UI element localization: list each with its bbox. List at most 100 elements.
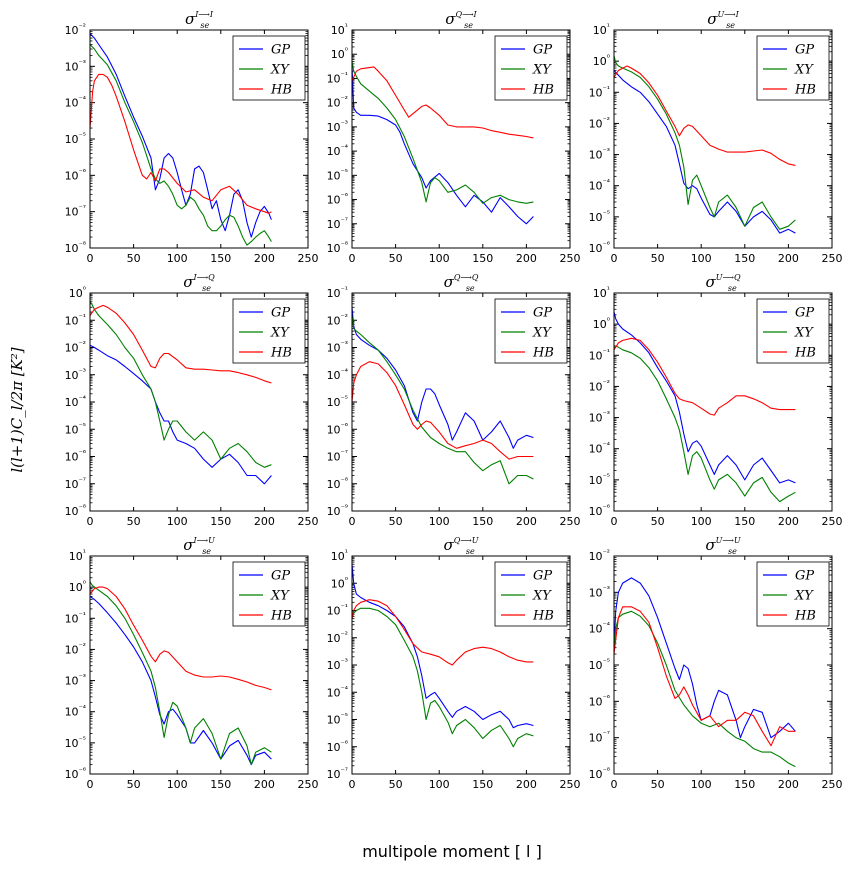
x-tick-label: 100 bbox=[429, 252, 450, 265]
y-tick-label: 10⁻² bbox=[65, 340, 86, 355]
series-line-xy bbox=[614, 345, 796, 503]
legend-label: GP bbox=[533, 43, 552, 58]
x-tick-label: 50 bbox=[127, 778, 141, 791]
x-tick-label: 0 bbox=[349, 515, 356, 528]
plot-frame bbox=[351, 29, 571, 249]
x-tick-label: 50 bbox=[127, 252, 141, 265]
y-tick-label: 10⁻⁴ bbox=[327, 684, 348, 699]
y-tick-label: 10⁻² bbox=[327, 312, 348, 327]
series-line-gp bbox=[614, 577, 796, 739]
y-tick-label: 10¹ bbox=[331, 548, 348, 563]
subplot-title: σI⟶U se bbox=[183, 536, 215, 556]
subplot-title: σI⟶I se bbox=[185, 10, 214, 30]
series-line-gp bbox=[614, 70, 796, 234]
y-tick-label: 10⁻¹ bbox=[589, 84, 610, 99]
y-tick-label: 10⁻⁹ bbox=[327, 503, 348, 518]
plot-frame bbox=[613, 555, 833, 775]
x-tick-label: 100 bbox=[167, 252, 188, 265]
y-tick-label: 10⁰ bbox=[593, 53, 610, 68]
y-tick-label: 10⁻² bbox=[65, 641, 86, 656]
y-tick-label: 10⁻² bbox=[589, 115, 610, 130]
y-tick-label: 10¹ bbox=[593, 285, 610, 300]
x-tick-label: 0 bbox=[349, 778, 356, 791]
y-tick-label: 10⁻⁴ bbox=[65, 95, 86, 110]
subplot-q-u: σQ⟶U se 0 50 100 150 200 250 10⁻⁷ 10⁻⁶ 10⁻⁵ 10⁻⁴ 10⁻… bbox=[327, 536, 581, 791]
legend-label: GP bbox=[533, 569, 552, 584]
legend: GP XY HB bbox=[494, 561, 568, 627]
legend-label: HB bbox=[270, 346, 292, 361]
y-tick-label: 10⁻⁶ bbox=[65, 449, 86, 464]
series-line-hb bbox=[90, 73, 272, 214]
subplot-i-q: σI⟶Q se 0 50 100 150 200 250 10⁻⁸ 10⁻⁷ 10⁻⁶ 10⁻⁵ 10⁻… bbox=[65, 273, 319, 528]
y-tick-label: 10⁻⁶ bbox=[65, 766, 86, 781]
figure-xlabel: multipole moment [ l ] bbox=[362, 842, 542, 861]
y-tick-label: 10⁻⁷ bbox=[327, 449, 348, 464]
x-tick-label: 150 bbox=[734, 515, 755, 528]
x-tick-label: 250 bbox=[822, 252, 843, 265]
y-tick-label: 10⁻⁴ bbox=[65, 394, 86, 409]
y-tick-label: 10⁻⁸ bbox=[327, 476, 348, 491]
x-tick-label: 0 bbox=[87, 252, 94, 265]
y-tick-label: 10¹ bbox=[593, 22, 610, 37]
x-tick-label: 150 bbox=[472, 515, 493, 528]
x-tick-label: 100 bbox=[691, 778, 712, 791]
subplot-u-q: σU⟶Q se 0 50 100 150 200 250 10⁻⁶ 10⁻⁵ 10⁻⁴ 10⁻³ 10⁻… bbox=[589, 273, 843, 528]
y-tick-label: 10⁻⁷ bbox=[65, 204, 86, 219]
y-tick-label: 10⁻⁷ bbox=[589, 730, 610, 745]
legend-label: HB bbox=[794, 609, 816, 624]
x-tick-label: 250 bbox=[560, 252, 581, 265]
subplot-title: σQ⟶I se bbox=[445, 10, 477, 30]
legend-label: GP bbox=[533, 306, 552, 321]
subplot-title: σU⟶I se bbox=[707, 10, 739, 30]
series-line-gp bbox=[352, 66, 534, 225]
y-tick-label: 10⁻² bbox=[65, 22, 86, 37]
legend-label: GP bbox=[795, 306, 814, 321]
x-tick-label: 0 bbox=[87, 778, 94, 791]
y-tick-label: 10⁻³ bbox=[589, 147, 610, 162]
y-tick-label: 10⁻⁵ bbox=[65, 131, 86, 146]
legend-box bbox=[756, 561, 830, 627]
legend-box bbox=[494, 298, 568, 364]
y-tick-label: 10⁻⁵ bbox=[589, 657, 610, 672]
series-line-hb bbox=[352, 599, 534, 666]
subplot-title: σU⟶Q se bbox=[705, 273, 740, 293]
legend-label: XY bbox=[532, 326, 552, 341]
subplot-title: σQ⟶Q se bbox=[444, 273, 479, 293]
y-tick-label: 10⁻⁸ bbox=[327, 240, 348, 255]
x-tick-label: 200 bbox=[516, 515, 537, 528]
y-tick-label: 10⁻² bbox=[327, 95, 348, 110]
y-tick-label: 10⁻² bbox=[589, 548, 610, 563]
x-tick-label: 50 bbox=[651, 778, 665, 791]
series-line-xy bbox=[352, 607, 534, 748]
y-tick-label: 10⁻⁶ bbox=[589, 240, 610, 255]
series-line-gp bbox=[90, 344, 272, 485]
x-tick-label: 100 bbox=[167, 778, 188, 791]
plot-frame bbox=[351, 292, 571, 512]
x-tick-label: 200 bbox=[778, 515, 799, 528]
legend-box bbox=[232, 561, 306, 627]
x-tick-label: 150 bbox=[210, 252, 231, 265]
x-tick-label: 0 bbox=[87, 515, 94, 528]
x-tick-label: 150 bbox=[472, 252, 493, 265]
x-tick-label: 150 bbox=[734, 778, 755, 791]
y-tick-label: 10⁻⁴ bbox=[65, 704, 86, 719]
subplot-i-i: σI⟶I se 0 50 100 150 200 250 10⁻⁸ 10⁻⁷ 10⁻⁶ 10⁻⁵ 10⁻… bbox=[65, 10, 319, 265]
y-tick-label: 10⁻⁵ bbox=[327, 167, 348, 182]
y-tick-label: 10⁻¹ bbox=[327, 603, 348, 618]
y-tick-label: 10⁻⁴ bbox=[589, 178, 610, 193]
legend-label: GP bbox=[795, 43, 814, 58]
y-tick-label: 10⁻³ bbox=[65, 673, 86, 688]
legend: GP XY HB bbox=[756, 35, 830, 101]
y-tick-label: 10⁻⁵ bbox=[65, 421, 86, 436]
series-line-hb bbox=[352, 66, 534, 139]
legend-label: XY bbox=[532, 63, 552, 78]
series-line-gp bbox=[352, 564, 534, 729]
legend-label: HB bbox=[532, 83, 554, 98]
y-tick-label: 10⁰ bbox=[69, 579, 86, 594]
x-tick-label: 100 bbox=[167, 515, 188, 528]
y-tick-label: 10⁻¹ bbox=[65, 312, 86, 327]
y-tick-label: 10⁻⁵ bbox=[327, 394, 348, 409]
plot-frame bbox=[89, 29, 309, 249]
x-tick-label: 100 bbox=[691, 252, 712, 265]
